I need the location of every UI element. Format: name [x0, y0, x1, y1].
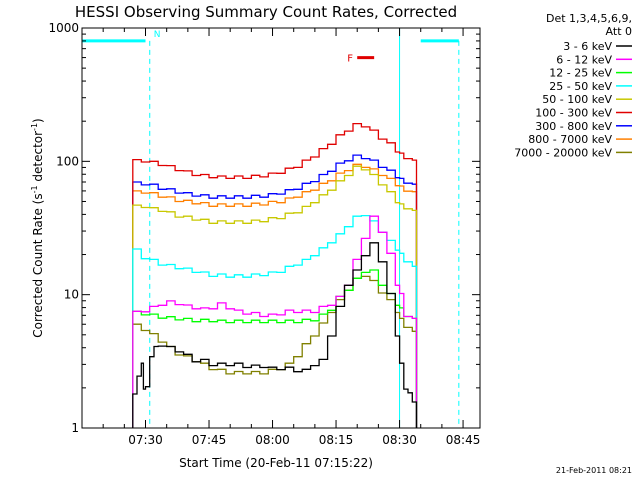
legend-header-line-1: Det 1,3,4,5,6,9, [546, 12, 632, 25]
series-line-5 [132, 122, 418, 428]
legend-label-7: 800 - 7000 keV [528, 133, 612, 146]
chart-title: HESSI Observing Summary Count Rates, Cor… [75, 3, 457, 21]
y-tick-label-3: 1000 [48, 21, 79, 35]
flare-marker-label: F [347, 54, 353, 65]
y-tick-label-1: 10 [64, 288, 79, 302]
legend-label-6: 300 - 800 keV [535, 120, 612, 133]
x-tick-label-0: 07:30 [128, 433, 163, 447]
plot-frame [81, 27, 481, 429]
series-layer [132, 122, 418, 428]
x-axis-label: Start Time (20-Feb-11 07:15:22) [179, 456, 373, 470]
timestamp: 21-Feb-2011 08:21 [556, 466, 632, 475]
y-tick-label-2: 100 [56, 154, 79, 168]
flare-marker-layer: F [347, 54, 375, 65]
x-tick-label-3: 08:15 [319, 433, 354, 447]
legend-label-3: 25 - 50 keV [549, 80, 612, 93]
x-tick-label-4: 08:30 [382, 433, 417, 447]
legend-label-0: 3 - 6 keV [563, 40, 612, 53]
legend-label-4: 50 - 100 keV [542, 93, 612, 106]
legend-label-5: 100 - 300 keV [535, 107, 612, 120]
legend-label-1: 6 - 12 keV [556, 53, 612, 66]
y-tick-label-0: 1 [71, 421, 79, 435]
y-axis-label: Corrected Count Rate (s-1 detector-1) [30, 118, 45, 337]
axis-ticks: 07:30 07:45 08:00 08:15 08:30 08:45 1 10 100 1000 [48, 21, 480, 447]
att-state-label: N [154, 30, 161, 40]
series-line-0 [132, 242, 418, 428]
legend-label-2: 12 - 25 keV [549, 67, 612, 80]
x-tick-label-1: 07:45 [192, 433, 227, 447]
series-line-1 [132, 215, 418, 428]
series-line-6 [132, 154, 418, 428]
legend-label-8: 7000 - 20000 keV [514, 146, 612, 159]
series-line-7 [132, 163, 418, 428]
legend-header-line-2: Att 0 [606, 25, 632, 38]
x-tick-label-5: 08:45 [446, 433, 481, 447]
x-tick-label-2: 08:00 [255, 433, 290, 447]
series-line-4 [132, 165, 418, 428]
